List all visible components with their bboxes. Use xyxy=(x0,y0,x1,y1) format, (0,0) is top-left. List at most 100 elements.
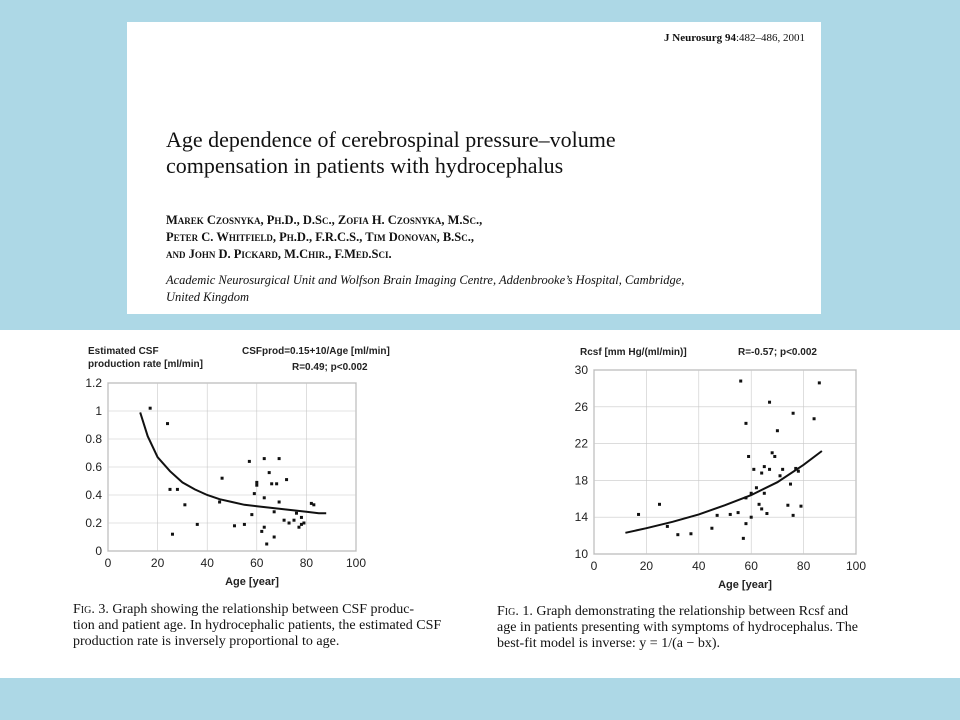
data-point xyxy=(760,507,764,511)
y-tick-label: 0.2 xyxy=(85,516,102,530)
data-point xyxy=(287,521,291,525)
figure-3: 0 20 40 60 80 100 0 0.2 0.4 0.6 0.8 1 1.2 Age [year] E… xyxy=(70,330,390,595)
data-point xyxy=(817,381,821,385)
data-point xyxy=(148,406,152,410)
data-point xyxy=(270,482,274,486)
data-point xyxy=(749,515,753,519)
y-tick-label: 0.6 xyxy=(85,460,102,474)
data-point xyxy=(749,491,753,495)
data-point xyxy=(255,483,259,487)
fig1-caption-label: Fig. 1. xyxy=(497,604,533,619)
data-point xyxy=(294,511,298,515)
y-tick-label: 30 xyxy=(575,363,589,377)
data-point xyxy=(765,512,769,516)
data-point xyxy=(166,422,170,426)
data-point xyxy=(689,532,693,536)
data-point xyxy=(637,512,641,516)
x-tick-label: 40 xyxy=(692,559,706,573)
data-point xyxy=(299,515,303,519)
y-tick-label: 14 xyxy=(575,510,589,524)
journal-name: J Neurosurg xyxy=(664,32,723,44)
data-point xyxy=(676,533,680,537)
data-point xyxy=(183,503,187,507)
y-tick-label: 0.8 xyxy=(85,432,102,446)
data-point xyxy=(752,467,756,471)
data-point xyxy=(302,521,306,525)
x-tick-label: 0 xyxy=(105,556,112,570)
data-point xyxy=(285,478,289,482)
fit-curve xyxy=(625,450,823,534)
x-tick-label: 80 xyxy=(797,559,811,573)
data-point xyxy=(744,496,748,500)
data-point xyxy=(255,480,259,484)
data-point xyxy=(778,474,782,478)
figures-panel: 0 20 40 60 80 100 0 0.2 0.4 0.6 0.8 1 1.2 Age [year] E… xyxy=(0,330,960,678)
data-point xyxy=(794,466,798,470)
data-point xyxy=(791,513,795,517)
authors-line-3: and John D. Pickard, M.Chir., F.Med.Sci. xyxy=(166,247,392,261)
data-point xyxy=(262,457,266,461)
y-tick-label: 26 xyxy=(575,400,589,414)
data-point xyxy=(796,469,800,473)
y-tick-label: 10 xyxy=(575,547,589,561)
x-axis-label: Age [year] xyxy=(718,579,772,591)
data-point xyxy=(781,467,785,471)
data-point xyxy=(260,529,264,533)
data-point xyxy=(250,513,254,517)
data-point xyxy=(739,379,743,383)
data-point xyxy=(768,467,772,471)
data-point xyxy=(715,513,719,517)
data-point xyxy=(760,471,764,475)
y-tick-label: 22 xyxy=(575,437,589,451)
data-point xyxy=(252,492,256,496)
data-point xyxy=(175,487,179,491)
data-point xyxy=(267,471,271,475)
data-point xyxy=(309,501,313,505)
chart-formula: CSFprod=0.15+10/Age [ml/min] xyxy=(242,346,390,357)
fig1-chart: 0 20 40 60 80 100 10 14 18 22 26 30 Age [year] Rcsf [… xyxy=(575,347,867,591)
fig1-caption-line-1: Graph demonstrating the relationship bet… xyxy=(536,604,849,619)
plot-frame xyxy=(593,369,857,555)
y-tick-label: 0 xyxy=(95,544,102,558)
data-point xyxy=(195,522,199,526)
data-point xyxy=(710,526,714,530)
journal-volume: 94 xyxy=(724,32,736,44)
data-point xyxy=(299,522,303,526)
fig3-caption-line-3: production rate is inversely proportiona… xyxy=(73,634,340,649)
data-point xyxy=(747,454,751,458)
y-axis-label: Rcsf [mm Hg/(ml/min)] xyxy=(580,347,687,358)
data-point xyxy=(170,532,174,536)
x-tick-label: 0 xyxy=(591,559,598,573)
data-point xyxy=(277,457,281,461)
data-point xyxy=(275,482,279,486)
data-point xyxy=(754,486,758,490)
data-point xyxy=(762,491,766,495)
data-point xyxy=(736,511,740,515)
chart-stats: R=0.49; p<0.002 xyxy=(292,362,368,373)
data-point xyxy=(220,476,224,480)
y-axis-label-line-1: Estimated CSF xyxy=(88,346,159,357)
data-point xyxy=(277,500,281,504)
y-tick-label: 1.2 xyxy=(85,376,102,390)
y-tick-label: 1 xyxy=(95,404,102,418)
data-point xyxy=(168,487,172,491)
fig1-caption: Fig. 1. Graph demonstrating the relation… xyxy=(497,604,937,652)
fig1-caption-line-3: best-fit model is inverse: y = 1/(a − bx… xyxy=(497,636,721,651)
data-point xyxy=(762,465,766,469)
affiliation: Academic Neurosurgical Unit and Wolfson … xyxy=(166,272,806,306)
paper-title: Age dependence of cerebrospinal pressure… xyxy=(166,127,786,179)
data-point xyxy=(292,518,296,522)
x-tick-label: 100 xyxy=(846,559,866,573)
affiliation-line-1: Academic Neurosurgical Unit and Wolfson … xyxy=(166,273,685,287)
data-point xyxy=(218,500,222,504)
data-point xyxy=(744,522,748,526)
y-axis-label-line-2: production rate [ml/min] xyxy=(88,359,203,370)
journal-pages: :482–486, 2001 xyxy=(735,32,805,44)
authors-line-2: Peter C. Whitfield, Ph.D., F.R.C.S., Tim… xyxy=(166,230,475,244)
x-tick-label: 100 xyxy=(346,556,366,570)
data-point xyxy=(770,451,774,455)
data-point xyxy=(665,524,669,528)
data-point xyxy=(242,522,246,526)
data-point xyxy=(232,524,236,528)
data-point xyxy=(262,525,266,529)
